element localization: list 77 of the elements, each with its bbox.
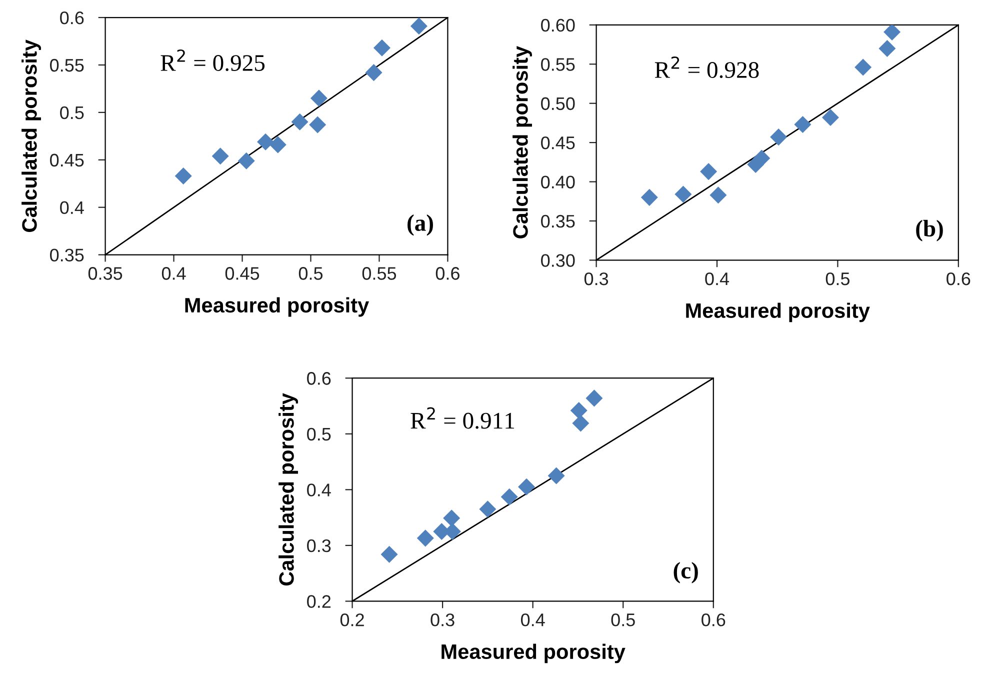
x-tick-label: 0.5 bbox=[298, 267, 323, 280]
x-axis-title: Measured porosity bbox=[185, 297, 370, 317]
y-tick-label: 0.40 bbox=[541, 176, 575, 188]
y-tick-label: 0.55 bbox=[541, 58, 575, 71]
point bbox=[770, 128, 788, 146]
y-axis-title: Calculated porosity bbox=[22, 40, 41, 232]
x-tick-label: 0.55 bbox=[362, 267, 396, 280]
y-tick-label: 0.60 bbox=[541, 18, 575, 32]
annotation: R$^{2}$ = 0.925 bbox=[160, 49, 265, 72]
point bbox=[822, 108, 839, 126]
y-axis-title: Calculated porosity bbox=[278, 393, 298, 586]
point bbox=[854, 58, 872, 76]
point bbox=[500, 488, 518, 506]
point bbox=[310, 90, 328, 107]
annotation: R$^{2}$ = 0.928 bbox=[654, 56, 759, 78]
y-axis-title: Calculated porosity bbox=[512, 46, 532, 238]
point bbox=[443, 510, 460, 527]
x-tick-label: 0.35 bbox=[88, 267, 122, 280]
point bbox=[257, 133, 274, 150]
y-tick-label: 0.4 bbox=[307, 484, 331, 496]
y-tick-label: 0.45 bbox=[50, 154, 84, 167]
point bbox=[212, 148, 229, 165]
x-axis-title: Measured porosity bbox=[686, 302, 870, 322]
annotation: (c) bbox=[674, 562, 698, 584]
y-tick-label: 0.6 bbox=[307, 372, 331, 385]
point bbox=[586, 390, 603, 407]
point bbox=[572, 414, 590, 432]
point bbox=[309, 116, 326, 134]
x-tick-label: 0.5 bbox=[611, 613, 635, 626]
point bbox=[794, 116, 812, 134]
point bbox=[674, 186, 692, 203]
point bbox=[291, 113, 308, 130]
y-tick-label: 0.35 bbox=[50, 248, 84, 262]
point bbox=[884, 24, 901, 40]
x-tick-label: 0.6 bbox=[436, 267, 460, 280]
y-tick-label: 0.2 bbox=[307, 595, 331, 608]
y-tick-label: 0.30 bbox=[541, 254, 575, 267]
y-tick-label: 0.5 bbox=[60, 106, 84, 120]
point bbox=[416, 530, 434, 547]
annotation: R$^{2}$ = 0.911 bbox=[410, 407, 514, 429]
x-tick-label: 0.45 bbox=[225, 267, 260, 280]
annotation: (a) bbox=[408, 214, 433, 236]
point bbox=[365, 64, 382, 82]
point bbox=[238, 152, 255, 170]
x-tick-label: 0.2 bbox=[340, 613, 364, 626]
point bbox=[269, 136, 286, 154]
point bbox=[518, 478, 536, 496]
x-tick-label: 0.3 bbox=[584, 272, 608, 286]
point bbox=[373, 39, 390, 56]
x-tick-label: 0.4 bbox=[162, 267, 186, 280]
point bbox=[548, 467, 565, 484]
point bbox=[479, 500, 496, 518]
point bbox=[700, 163, 718, 180]
x-tick-label: 0.4 bbox=[520, 613, 545, 626]
point bbox=[710, 186, 727, 204]
point bbox=[570, 402, 588, 419]
y-tick-label: 0.6 bbox=[60, 11, 84, 24]
point bbox=[410, 18, 428, 35]
y-tick-label: 0.3 bbox=[307, 539, 331, 552]
point bbox=[174, 168, 192, 185]
y-tick-label: 0.55 bbox=[50, 58, 84, 72]
y-tick-label: 0.50 bbox=[541, 97, 575, 110]
x-tick-label: 0.6 bbox=[946, 272, 970, 286]
y-tick-label: 0.35 bbox=[541, 214, 575, 228]
y-tick-label: 0.5 bbox=[307, 428, 331, 441]
annotation: (b) bbox=[916, 220, 943, 242]
x-tick-label: 0.4 bbox=[705, 272, 730, 286]
x-axis-title: Measured porosity bbox=[442, 644, 626, 664]
point bbox=[753, 150, 770, 167]
y-tick-label: 0.45 bbox=[541, 136, 575, 150]
point bbox=[380, 546, 398, 563]
x-tick-label: 0.3 bbox=[430, 613, 454, 626]
x-tick-label: 0.6 bbox=[702, 613, 726, 626]
x-tick-label: 0.5 bbox=[826, 272, 850, 286]
point bbox=[640, 188, 658, 206]
y-tick-label: 0.4 bbox=[60, 201, 84, 214]
point bbox=[878, 40, 896, 57]
